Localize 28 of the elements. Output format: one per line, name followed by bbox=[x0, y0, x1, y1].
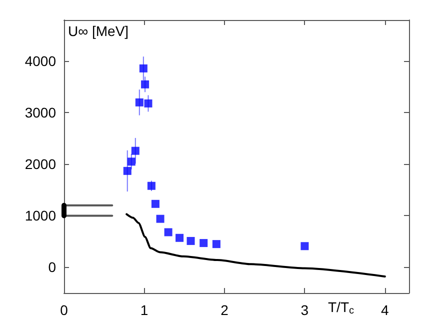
point bbox=[164, 228, 172, 236]
x-tick-label: 3 bbox=[300, 302, 309, 318]
line-series bbox=[126, 213, 386, 278]
x-tick-label: 4 bbox=[381, 302, 390, 318]
point bbox=[141, 80, 150, 88]
point bbox=[127, 158, 136, 166]
x-tick-label: 1 bbox=[140, 302, 148, 318]
point bbox=[300, 242, 309, 250]
point bbox=[151, 200, 160, 208]
point bbox=[147, 182, 156, 190]
point bbox=[131, 146, 140, 155]
y-tick-label: 2000 bbox=[24, 156, 56, 172]
y-tick-label: 3000 bbox=[24, 104, 56, 121]
point bbox=[135, 98, 144, 106]
point bbox=[212, 240, 220, 248]
point bbox=[139, 64, 148, 72]
point bbox=[200, 239, 208, 248]
point bbox=[144, 99, 152, 108]
point bbox=[156, 214, 164, 223]
x-tick-label: 2 bbox=[220, 302, 229, 318]
point bbox=[186, 236, 195, 245]
y-tick-label: 1000 bbox=[24, 208, 56, 224]
point bbox=[123, 166, 132, 175]
y-tick-label: 0 bbox=[48, 259, 56, 276]
point bbox=[176, 234, 184, 242]
y-tick-label: 4000 bbox=[24, 53, 56, 70]
x-tick-label: 0 bbox=[60, 302, 68, 318]
y-axis-title: U∞ [MeV] bbox=[68, 23, 129, 39]
